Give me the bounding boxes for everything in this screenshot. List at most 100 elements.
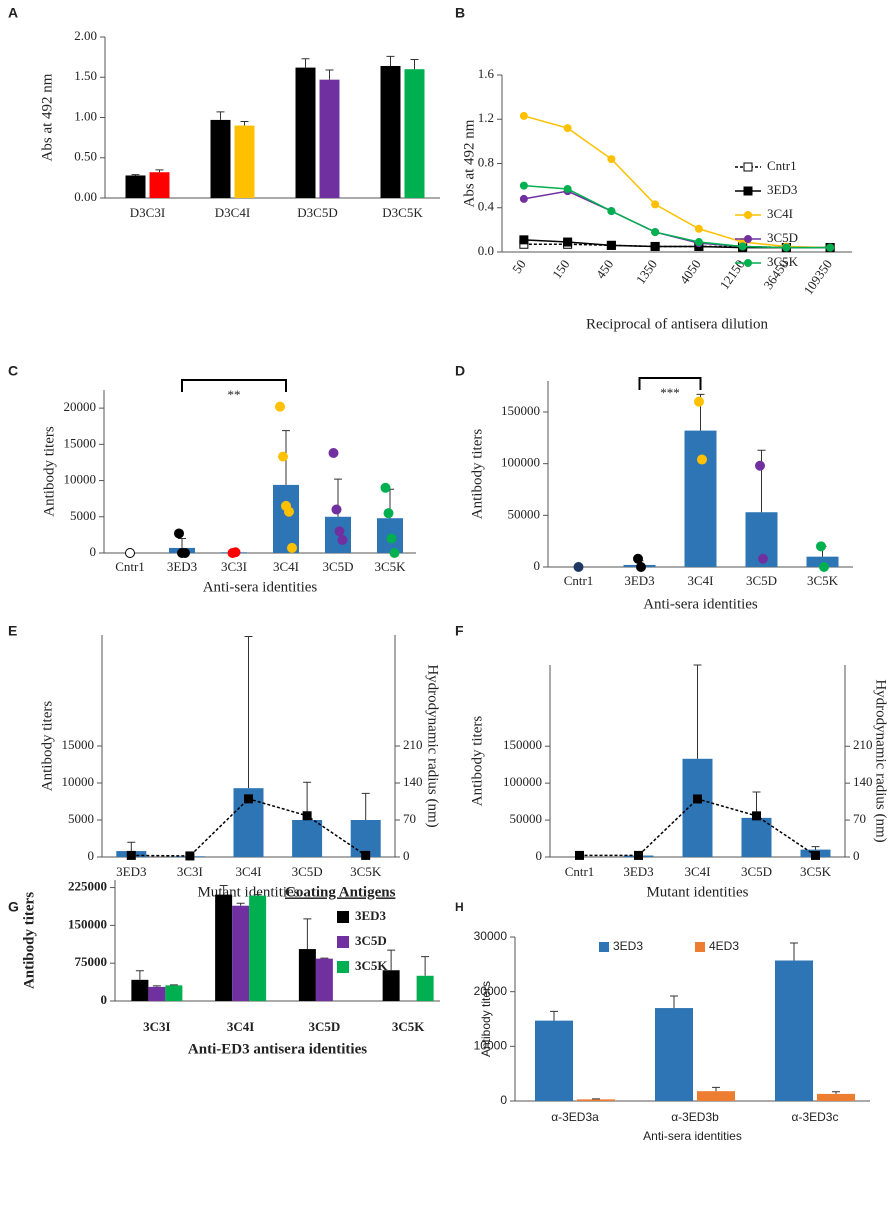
y-axis-label: Antibody titers [21,892,37,989]
x-tick-label: 3C5D [292,864,323,879]
legend-marker [743,186,753,196]
bar [149,172,170,198]
bar [165,985,183,1001]
tick-label: 70 [853,811,866,826]
tick-label: 15000 [62,737,95,752]
tick-label: 70 [403,811,416,826]
x-tick-label: α-3ED3b [671,1110,719,1124]
error-bar [757,449,766,513]
x-tick-label: α-3ED3c [792,1110,839,1124]
bar [232,905,250,1001]
x-tick-label: Cntr1 [565,864,595,879]
bar [350,820,381,857]
marker [575,850,584,860]
x-axis-label: Mutant identities [646,884,748,900]
bar [416,975,434,1001]
marker [244,794,253,804]
panel: H 0 10000 20000 30000 Antibody titers Anti-ser… [455,900,870,1143]
panel-label: E [8,623,17,639]
bar [404,69,425,198]
x-tick-label: 3C5K [807,573,839,588]
bar [210,119,231,198]
marker [752,811,761,821]
legend-label: 3C4I [767,206,793,221]
error-bar [387,949,396,971]
bar [817,1093,855,1101]
legend-title: Coating Antigens [285,884,396,900]
tick-label: 10000 [62,774,95,789]
error-bar [811,846,820,850]
error-bar [301,58,310,68]
bar [382,970,400,1001]
legend-swatch [337,961,349,973]
error-bar [832,1091,840,1094]
marker [126,850,136,860]
x-tick-label: 50 [509,257,529,276]
error-bar [219,885,228,895]
marker [185,851,195,861]
error-bar [592,1098,600,1100]
tick-label: 0 [101,992,108,1007]
panel-label: D [455,363,465,379]
marker [651,228,660,237]
bar [249,895,267,1001]
tick-label: 210 [853,737,873,752]
data-point [331,504,342,515]
legend-marker [744,211,752,219]
legend-label: Cntr1 [767,158,797,173]
tick-label: 0.50 [74,149,97,164]
marker [302,811,312,821]
error-bar [386,55,395,66]
error-bar [135,970,144,980]
marker [650,241,660,251]
x-tick-label: 450 [593,257,616,282]
x-tick-label: 3ED3 [167,559,197,574]
bar [319,79,340,198]
y-axis-label: Abs at 492 nm [461,119,477,207]
error-bar [325,69,334,80]
legend-swatch [337,936,349,948]
bar [741,817,772,857]
data-point [389,548,400,558]
bar [315,958,333,1001]
x-tick-label: 3C4I [273,559,299,574]
tick-label: 0 [88,848,95,863]
data-point [755,460,765,471]
data-point [697,454,707,465]
x-tick-label: D3C5D [297,205,337,220]
marker [782,243,791,252]
tick-label: 10000 [474,1039,508,1053]
x-tick-label: 3C3I [143,1019,170,1034]
data-point [230,547,241,558]
bar [806,556,839,567]
x-tick-label: 4050 [677,257,704,287]
x-tick-label: 3C5D [746,573,777,588]
marker [519,181,528,190]
data-point [816,541,826,552]
data-point [383,508,394,519]
bar [682,758,713,857]
data-point [174,528,184,539]
x-tick-label: 3C5K [350,864,382,879]
legend-swatch [599,942,609,952]
tick-label: 15000 [64,435,97,450]
significance-label: *** [660,385,680,400]
y2-axis-label: Hydrodynamic radius (nm) [425,664,441,827]
legend-swatch [695,942,705,952]
y-axis-label: Antibody titers [41,426,57,517]
bar [697,1091,735,1101]
x-tick-label: 3ED3 [623,864,653,879]
marker [651,200,660,209]
legend-label: 3ED3 [355,908,387,923]
tick-label: 0 [853,848,860,863]
marker [738,242,747,251]
bar [148,986,166,1001]
x-tick-label: D3C4I [215,205,250,220]
marker [607,207,616,216]
x-axis-label: Reciprocal of antisera dilution [586,316,769,332]
marker [693,794,702,804]
x-tick-label: 3C5K [392,1019,425,1034]
marker [563,124,572,133]
panel: G 0 75000 150000 225000 Antibody titers Anti-E… [8,879,440,1057]
data-point [694,396,704,407]
